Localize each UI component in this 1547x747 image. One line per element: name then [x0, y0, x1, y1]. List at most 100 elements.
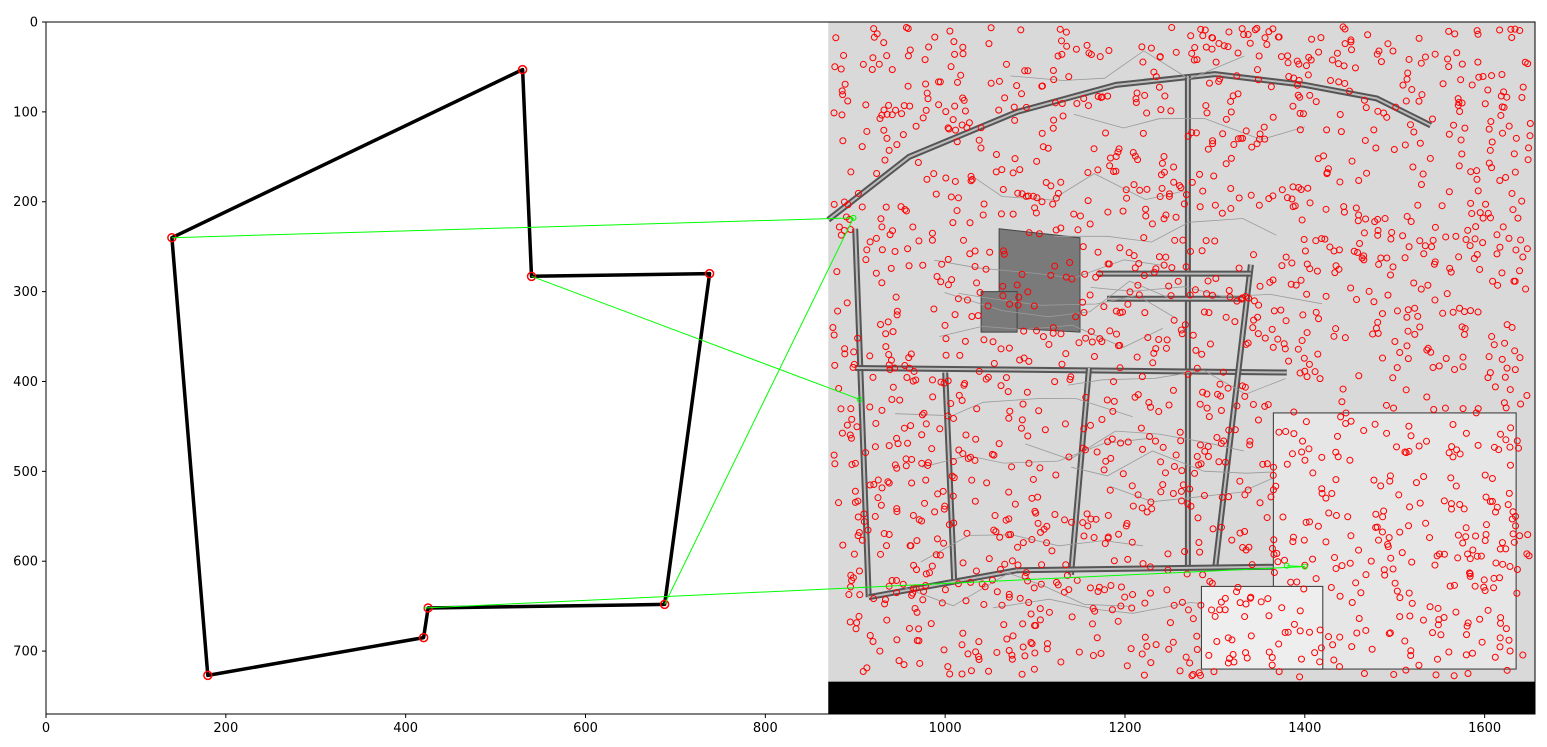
map-keypoint: [1327, 76, 1335, 84]
map-keypoint: [1219, 368, 1227, 376]
map-keypoint: [1505, 636, 1513, 644]
map-keypoint: [1474, 441, 1482, 449]
map-keypoint: [1513, 565, 1521, 573]
map-keypoint: [1005, 593, 1013, 601]
map-keypoint: [1241, 392, 1249, 400]
map-keypoint: [1105, 46, 1113, 54]
map-keypoint: [909, 589, 917, 597]
map-keypoint: [1482, 493, 1490, 501]
y-tick-label: 100: [13, 105, 38, 120]
map-keypoint: [1510, 538, 1518, 546]
map-keypoint: [1209, 525, 1217, 533]
map-keypoint: [1219, 130, 1227, 138]
map-keypoint: [1114, 617, 1122, 625]
map-keypoint: [1496, 643, 1504, 651]
map-keypoint: [832, 34, 840, 42]
map-keypoint: [927, 620, 935, 628]
map-keypoint: [863, 664, 871, 672]
map-keypoint: [1255, 52, 1263, 60]
map-keypoint: [1275, 640, 1283, 648]
map-keypoint: [1104, 534, 1112, 542]
map-keypoint: [1463, 622, 1471, 630]
map-keypoint: [1304, 71, 1312, 79]
map-keypoint: [1067, 373, 1075, 381]
map-keypoint: [991, 512, 999, 520]
map-keypoint: [1084, 169, 1092, 177]
map-keypoint: [1209, 140, 1217, 148]
map-keypoint: [1227, 108, 1235, 116]
map-keypoint: [952, 126, 960, 134]
map-keypoint: [1374, 231, 1382, 239]
map-keypoint: [1047, 182, 1055, 190]
map-keypoint: [1202, 102, 1210, 110]
map-keypoint: [987, 79, 995, 87]
map-keypoint: [1303, 329, 1311, 337]
map-keypoint: [1247, 632, 1255, 640]
map-keypoint: [950, 519, 958, 527]
map-keypoint: [1196, 170, 1204, 178]
map-keypoint: [1005, 488, 1013, 496]
map-keypoint: [1437, 631, 1445, 639]
map-keypoint: [1151, 437, 1159, 445]
map-keypoint: [950, 38, 958, 46]
map-keypoint: [1491, 653, 1499, 661]
map-keypoint: [1362, 626, 1370, 634]
map-keypoint: [1502, 436, 1510, 444]
map-keypoint: [1170, 601, 1178, 609]
map-keypoint: [854, 532, 862, 540]
map-keypoint: [1030, 302, 1038, 310]
map-keypoint: [1165, 645, 1173, 653]
map-keypoint: [1486, 497, 1494, 505]
map-keypoint: [1318, 489, 1326, 497]
map-keypoint: [1033, 327, 1041, 335]
map-keypoint: [1203, 109, 1211, 117]
map-keypoint: [1019, 620, 1027, 628]
map-keypoint: [1341, 79, 1349, 87]
map-keypoint: [1347, 46, 1355, 54]
map-keypoint: [1456, 500, 1464, 508]
map-keypoint: [1159, 481, 1167, 489]
map-keypoint: [1062, 273, 1070, 281]
map-keypoint: [1009, 210, 1017, 218]
map-keypoint: [966, 219, 974, 227]
map-keypoint: [1502, 545, 1510, 553]
map-keypoint: [1318, 453, 1326, 461]
map-keypoint: [1265, 612, 1273, 620]
map-keypoint: [1330, 247, 1338, 255]
map-keypoint: [1481, 471, 1489, 479]
map-keypoint: [1309, 555, 1317, 563]
map-keypoint: [1203, 390, 1211, 398]
map-keypoint: [872, 419, 880, 427]
map-keypoint: [1407, 432, 1415, 440]
map-keypoint: [1022, 103, 1030, 111]
map-keypoint: [1485, 353, 1493, 361]
map-keypoint: [1444, 55, 1452, 63]
map-contour-line: [1068, 369, 1286, 395]
map-keypoint: [966, 250, 974, 258]
map-keypoint: [830, 451, 838, 459]
map-keypoint: [1130, 181, 1138, 189]
map-keypoint: [1228, 536, 1236, 544]
map-keypoint: [959, 236, 967, 244]
map-keypoint: [1018, 270, 1026, 278]
map-keypoint: [972, 435, 980, 443]
map-keypoint: [1043, 640, 1051, 648]
map-keypoint: [1092, 515, 1100, 523]
map-keypoint: [1213, 433, 1221, 441]
map-contour-line: [895, 398, 1133, 418]
map-keypoint: [1509, 206, 1517, 214]
map-keypoint: [1229, 650, 1237, 658]
map-keypoint: [971, 456, 979, 464]
map-keypoint: [951, 102, 959, 110]
y-tick-label: 700: [13, 645, 38, 660]
map-keypoint: [864, 526, 872, 534]
map-keypoint: [1516, 267, 1524, 275]
map-keypoint: [1072, 313, 1080, 321]
map-keypoint: [1248, 561, 1256, 569]
map-keypoint: [999, 186, 1007, 194]
map-keypoint: [1472, 223, 1480, 231]
map-keypoint: [1204, 443, 1212, 451]
map-keypoint: [945, 125, 953, 133]
map-keypoint: [1093, 634, 1101, 642]
map-keypoint: [1496, 634, 1504, 642]
